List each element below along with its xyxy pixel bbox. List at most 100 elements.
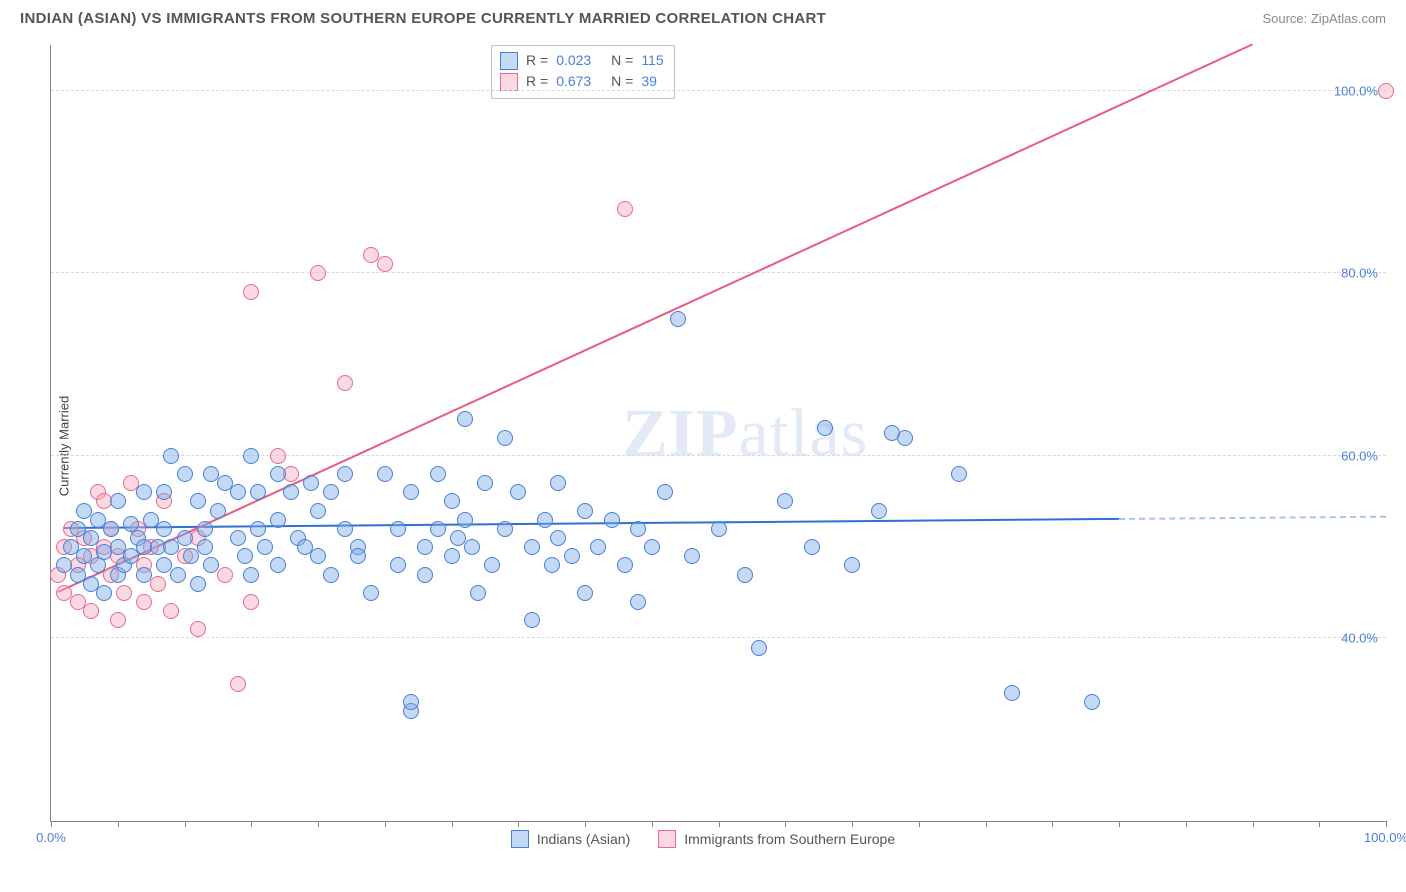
chart-title: INDIAN (ASIAN) VS IMMIGRANTS FROM SOUTHE… <box>20 10 826 27</box>
data-point <box>390 521 406 537</box>
data-point <box>630 521 646 537</box>
data-point <box>897 430 913 446</box>
data-point <box>477 475 493 491</box>
data-point <box>417 539 433 555</box>
data-point <box>323 484 339 500</box>
watermark-bold: ZIP <box>622 395 738 471</box>
x-tick <box>785 821 786 827</box>
data-point <box>156 484 172 500</box>
x-tick <box>118 821 119 827</box>
legend-item-blue: Indians (Asian) <box>511 830 630 848</box>
data-point <box>270 512 286 528</box>
correlation-stats-box: R = 0.023 N = 115 R = 0.673 N = 39 <box>491 45 675 99</box>
x-tick <box>518 821 519 827</box>
data-point <box>337 521 353 537</box>
data-point <box>550 475 566 491</box>
data-point <box>237 548 253 564</box>
data-point <box>777 493 793 509</box>
x-tick <box>318 821 319 827</box>
data-point <box>243 448 259 464</box>
data-point <box>210 503 226 519</box>
data-point <box>577 585 593 601</box>
r-label: R = <box>526 50 548 71</box>
x-tick <box>719 821 720 827</box>
data-point <box>230 530 246 546</box>
data-point <box>497 521 513 537</box>
watermark-rest: atlas <box>739 395 869 471</box>
data-point <box>90 557 106 573</box>
data-point <box>170 567 186 583</box>
data-point <box>150 576 166 592</box>
n-label: N = <box>611 50 633 71</box>
chart-plot-area: ZIPatlas R = 0.023 N = 115 R = 0.673 N =… <box>50 45 1386 822</box>
data-point <box>250 484 266 500</box>
data-point <box>470 585 486 601</box>
data-point <box>136 484 152 500</box>
data-point <box>83 530 99 546</box>
data-point <box>136 567 152 583</box>
data-point <box>497 430 513 446</box>
data-point <box>1378 83 1394 99</box>
data-point <box>270 557 286 573</box>
x-tick <box>1319 821 1320 827</box>
data-point <box>444 493 460 509</box>
x-tick <box>251 821 252 827</box>
legend-label-blue: Indians (Asian) <box>537 831 630 847</box>
data-point <box>390 557 406 573</box>
data-point <box>203 557 219 573</box>
data-point <box>310 503 326 519</box>
data-point <box>110 493 126 509</box>
data-point <box>617 201 633 217</box>
data-point <box>197 539 213 555</box>
data-point <box>257 539 273 555</box>
data-point <box>116 585 132 601</box>
data-point <box>630 594 646 610</box>
data-point <box>564 548 580 564</box>
x-tick <box>1186 821 1187 827</box>
x-tick <box>652 821 653 827</box>
data-point <box>177 530 193 546</box>
data-point <box>510 484 526 500</box>
data-point <box>817 420 833 436</box>
data-point <box>190 493 206 509</box>
data-point <box>617 557 633 573</box>
data-point <box>550 530 566 546</box>
data-point <box>804 539 820 555</box>
bottom-legend: Indians (Asian) Immigrants from Southern… <box>0 830 1406 848</box>
header: INDIAN (ASIAN) VS IMMIGRANTS FROM SOUTHE… <box>0 0 1406 27</box>
data-point <box>323 567 339 583</box>
r-value-blue: 0.023 <box>556 50 591 71</box>
data-point <box>243 567 259 583</box>
data-point <box>190 576 206 592</box>
x-tick <box>385 821 386 827</box>
data-point <box>484 557 500 573</box>
x-tick <box>919 821 920 827</box>
data-point <box>751 640 767 656</box>
data-point <box>230 484 246 500</box>
data-point <box>337 466 353 482</box>
x-tick <box>1253 821 1254 827</box>
data-point <box>684 548 700 564</box>
x-tick <box>1386 821 1387 827</box>
data-point <box>644 539 660 555</box>
data-point <box>737 567 753 583</box>
data-point <box>197 521 213 537</box>
data-point <box>1004 685 1020 701</box>
data-point <box>590 539 606 555</box>
x-tick <box>585 821 586 827</box>
data-point <box>711 521 727 537</box>
data-point <box>350 548 366 564</box>
data-point <box>377 466 393 482</box>
regression-line <box>1119 515 1386 519</box>
data-point <box>1084 694 1100 710</box>
gridline <box>51 90 1386 91</box>
data-point <box>243 594 259 610</box>
data-point <box>310 548 326 564</box>
data-point <box>417 567 433 583</box>
data-point <box>537 512 553 528</box>
swatch-pink-icon <box>500 73 518 91</box>
data-point <box>283 484 299 500</box>
data-point <box>430 466 446 482</box>
data-point <box>363 585 379 601</box>
legend-item-pink: Immigrants from Southern Europe <box>658 830 895 848</box>
